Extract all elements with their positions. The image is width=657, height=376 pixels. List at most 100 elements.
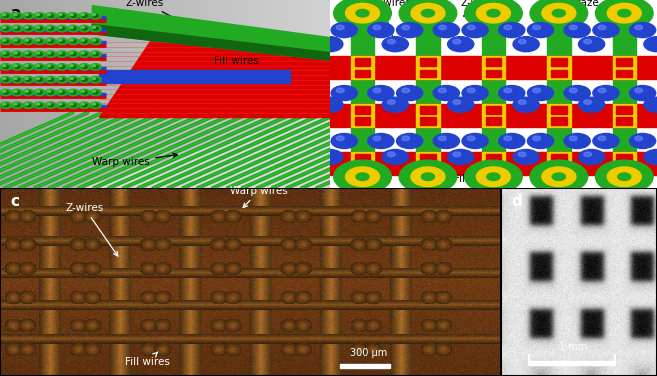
Circle shape: [629, 133, 656, 149]
Circle shape: [81, 39, 85, 41]
Circle shape: [57, 13, 68, 19]
Circle shape: [48, 14, 53, 17]
Text: Fill wires: Fill wires: [125, 352, 170, 367]
Bar: [416, 56, 440, 68]
Circle shape: [68, 51, 79, 58]
Circle shape: [14, 40, 20, 43]
Circle shape: [93, 104, 99, 107]
Circle shape: [26, 91, 31, 94]
Bar: [612, 152, 636, 164]
Circle shape: [93, 78, 99, 81]
Text: Z-wires: Z-wires: [461, 0, 499, 16]
Circle shape: [70, 78, 76, 81]
Circle shape: [34, 26, 45, 32]
Polygon shape: [93, 24, 330, 60]
Circle shape: [388, 100, 396, 105]
Circle shape: [47, 91, 51, 92]
Circle shape: [90, 76, 101, 83]
Circle shape: [68, 76, 79, 83]
Bar: [486, 106, 501, 114]
Circle shape: [25, 52, 28, 54]
Circle shape: [14, 52, 17, 54]
Circle shape: [90, 89, 101, 96]
Text: d: d: [512, 194, 522, 209]
Circle shape: [45, 76, 57, 83]
Bar: [616, 117, 632, 125]
Bar: [420, 165, 436, 173]
Circle shape: [618, 9, 631, 17]
Circle shape: [1, 38, 12, 45]
Circle shape: [499, 86, 525, 100]
Circle shape: [518, 152, 526, 157]
Circle shape: [487, 173, 500, 180]
Circle shape: [59, 104, 64, 107]
Circle shape: [411, 167, 445, 186]
Circle shape: [334, 0, 392, 30]
Circle shape: [45, 51, 57, 58]
Circle shape: [45, 26, 57, 32]
Circle shape: [26, 14, 31, 17]
Circle shape: [34, 13, 45, 19]
Circle shape: [607, 3, 641, 23]
Circle shape: [57, 89, 68, 96]
Text: Warp wires: Warp wires: [231, 186, 288, 208]
Circle shape: [26, 53, 31, 56]
Circle shape: [70, 52, 73, 54]
Circle shape: [373, 25, 381, 30]
Bar: [616, 58, 632, 66]
Circle shape: [447, 149, 474, 165]
Circle shape: [402, 25, 410, 30]
Circle shape: [12, 51, 23, 58]
Circle shape: [48, 65, 53, 68]
Circle shape: [635, 25, 643, 30]
Circle shape: [334, 160, 392, 193]
Bar: [416, 164, 440, 175]
Circle shape: [23, 38, 34, 45]
Circle shape: [70, 14, 76, 17]
Bar: [330, 152, 657, 164]
Bar: [355, 154, 371, 162]
Circle shape: [302, 86, 328, 100]
Circle shape: [93, 52, 96, 54]
Circle shape: [307, 136, 315, 141]
Bar: [420, 117, 436, 125]
Circle shape: [438, 88, 446, 92]
Circle shape: [542, 3, 576, 23]
Bar: [340, 364, 390, 368]
Text: Z-wires: Z-wires: [65, 203, 118, 256]
Circle shape: [564, 133, 590, 149]
Circle shape: [93, 103, 96, 105]
Circle shape: [433, 86, 459, 100]
Circle shape: [467, 25, 475, 30]
Circle shape: [90, 26, 101, 32]
Circle shape: [48, 104, 53, 107]
Circle shape: [464, 160, 522, 193]
Circle shape: [68, 26, 79, 32]
Text: Fill wires: Fill wires: [214, 56, 261, 82]
Circle shape: [34, 38, 45, 45]
Circle shape: [70, 26, 73, 29]
Circle shape: [37, 14, 42, 17]
Circle shape: [3, 65, 6, 67]
Bar: [355, 165, 371, 173]
Circle shape: [598, 136, 606, 141]
Circle shape: [618, 173, 631, 180]
Polygon shape: [99, 38, 330, 117]
Circle shape: [68, 89, 79, 96]
Circle shape: [79, 13, 90, 19]
Circle shape: [635, 136, 643, 141]
Circle shape: [530, 0, 587, 30]
Circle shape: [23, 13, 34, 19]
Circle shape: [346, 3, 380, 23]
Circle shape: [14, 91, 20, 94]
Circle shape: [644, 37, 657, 52]
Circle shape: [79, 89, 90, 96]
Circle shape: [3, 52, 6, 54]
Circle shape: [302, 23, 328, 38]
Circle shape: [36, 39, 39, 41]
Circle shape: [14, 14, 17, 16]
Circle shape: [595, 0, 653, 30]
Circle shape: [499, 23, 525, 38]
Circle shape: [397, 86, 422, 100]
Circle shape: [1, 102, 12, 108]
